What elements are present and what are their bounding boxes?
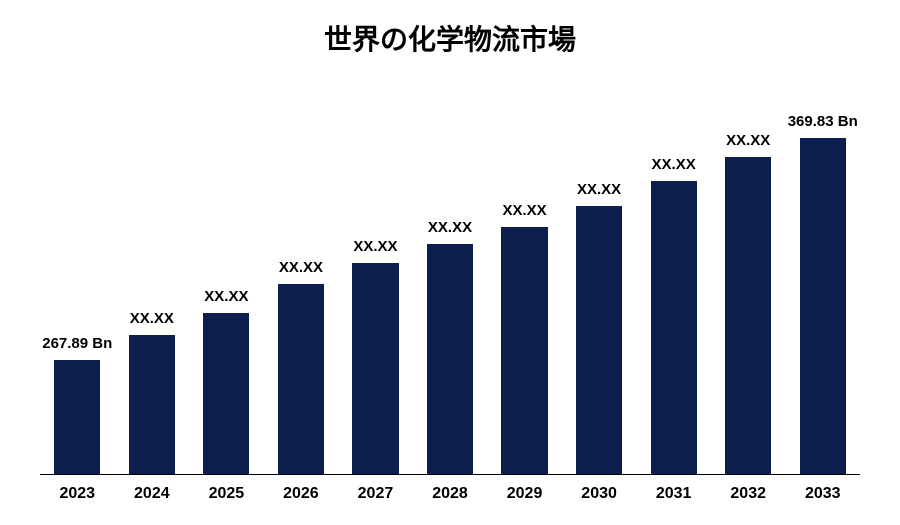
bar — [651, 181, 697, 475]
bar-slot: XX.XX — [264, 284, 339, 475]
bar — [203, 313, 249, 475]
x-tick-label: 2031 — [636, 485, 711, 503]
bar-value-label: XX.XX — [476, 202, 573, 219]
x-tick-label: 2025 — [189, 485, 264, 503]
bar — [54, 360, 100, 476]
bar — [501, 227, 547, 475]
bars-container: 267.89 BnXX.XXXX.XXXX.XXXX.XXXX.XXXX.XXX… — [40, 90, 860, 475]
bar-value-label: XX.XX — [178, 288, 275, 305]
bar-slot: XX.XX — [115, 335, 190, 475]
bar — [800, 138, 846, 475]
x-baseline — [40, 474, 860, 475]
x-tick-label: 2027 — [338, 485, 413, 503]
x-tick-label: 2024 — [115, 485, 190, 503]
bar-slot: 267.89 Bn — [40, 360, 115, 476]
plot-area: 267.89 BnXX.XXXX.XXXX.XXXX.XXXX.XXXX.XXX… — [40, 90, 860, 475]
bar-value-label: XX.XX — [327, 238, 424, 255]
x-tick-label: 2030 — [562, 485, 637, 503]
bar-value-label: XX.XX — [402, 219, 499, 236]
bar-value-label: XX.XX — [252, 259, 349, 276]
bar-slot: XX.XX — [562, 206, 637, 476]
bar-slot: XX.XX — [711, 157, 786, 475]
bar-slot: 369.83 Bn — [785, 138, 860, 475]
x-tick-label: 2029 — [487, 485, 562, 503]
bar — [129, 335, 175, 475]
x-tick-label: 2026 — [264, 485, 339, 503]
bar-value-label: XX.XX — [700, 132, 797, 149]
chart-title: 世界の化学物流市場 — [0, 0, 900, 58]
bar-slot: XX.XX — [338, 263, 413, 475]
x-axis: 2023202420252026202720282029203020312032… — [40, 485, 860, 503]
bar — [427, 244, 473, 475]
bar — [352, 263, 398, 475]
x-tick-label: 2033 — [785, 485, 860, 503]
bar-value-label: 369.83 Bn — [774, 113, 871, 130]
bar-slot: XX.XX — [189, 313, 264, 475]
bar-value-label: XX.XX — [103, 310, 200, 327]
bar-value-label: 267.89 Bn — [29, 335, 126, 352]
x-tick-label: 2028 — [413, 485, 488, 503]
bar-slot: XX.XX — [636, 181, 711, 475]
bar — [725, 157, 771, 475]
x-tick-label: 2023 — [40, 485, 115, 503]
bar-slot: XX.XX — [413, 244, 488, 475]
market-bar-chart: 世界の化学物流市場 267.89 BnXX.XXXX.XXXX.XXXX.XXX… — [0, 0, 900, 525]
x-tick-label: 2032 — [711, 485, 786, 503]
bar — [576, 206, 622, 476]
bar-value-label: XX.XX — [625, 156, 722, 173]
bar — [278, 284, 324, 475]
bar-value-label: XX.XX — [551, 181, 648, 198]
bar-slot: XX.XX — [487, 227, 562, 475]
